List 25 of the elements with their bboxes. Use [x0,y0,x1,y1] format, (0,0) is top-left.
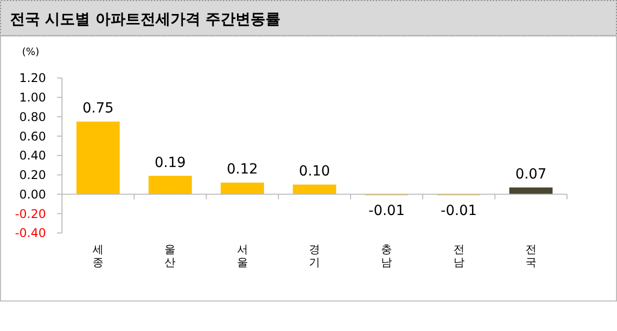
x-tick-label: 울산 [164,243,176,269]
data-label: 0.12 [226,162,258,178]
chart-title: 전국 시도별 아파트전세가격 주간변동률 [10,10,281,28]
data-label: 0.19 [154,154,186,171]
y-axis-title: (%) [22,47,40,58]
y-tick-label: 1.00 [19,90,46,105]
data-label: -0.01 [368,203,405,220]
y-tick-label: -0.20 [14,206,46,221]
y-tick-label: -0.40 [14,226,46,240]
y-tick-label: 0.80 [19,110,46,124]
y-tick-label: 0.00 [19,187,46,202]
y-tick-label: 1.20 [19,71,46,86]
x-tick-label: 전남 [453,243,464,269]
x-tick-label: 충남 [381,243,392,269]
y-tick-label: 0.60 [19,129,46,144]
x-tick-label: 전국 [525,243,536,269]
data-label: 0.10 [298,164,330,180]
y-tick-label: 0.20 [19,168,46,182]
x-tick-label: 경기 [309,243,320,269]
data-label: -0.01 [440,203,477,220]
data-label: 0.75 [82,100,114,117]
y-tick-label: 0.40 [19,148,46,163]
x-tick-label: 서울 [236,243,248,269]
x-tick-label: 세종 [92,243,104,269]
data-label: 0.07 [515,166,547,182]
